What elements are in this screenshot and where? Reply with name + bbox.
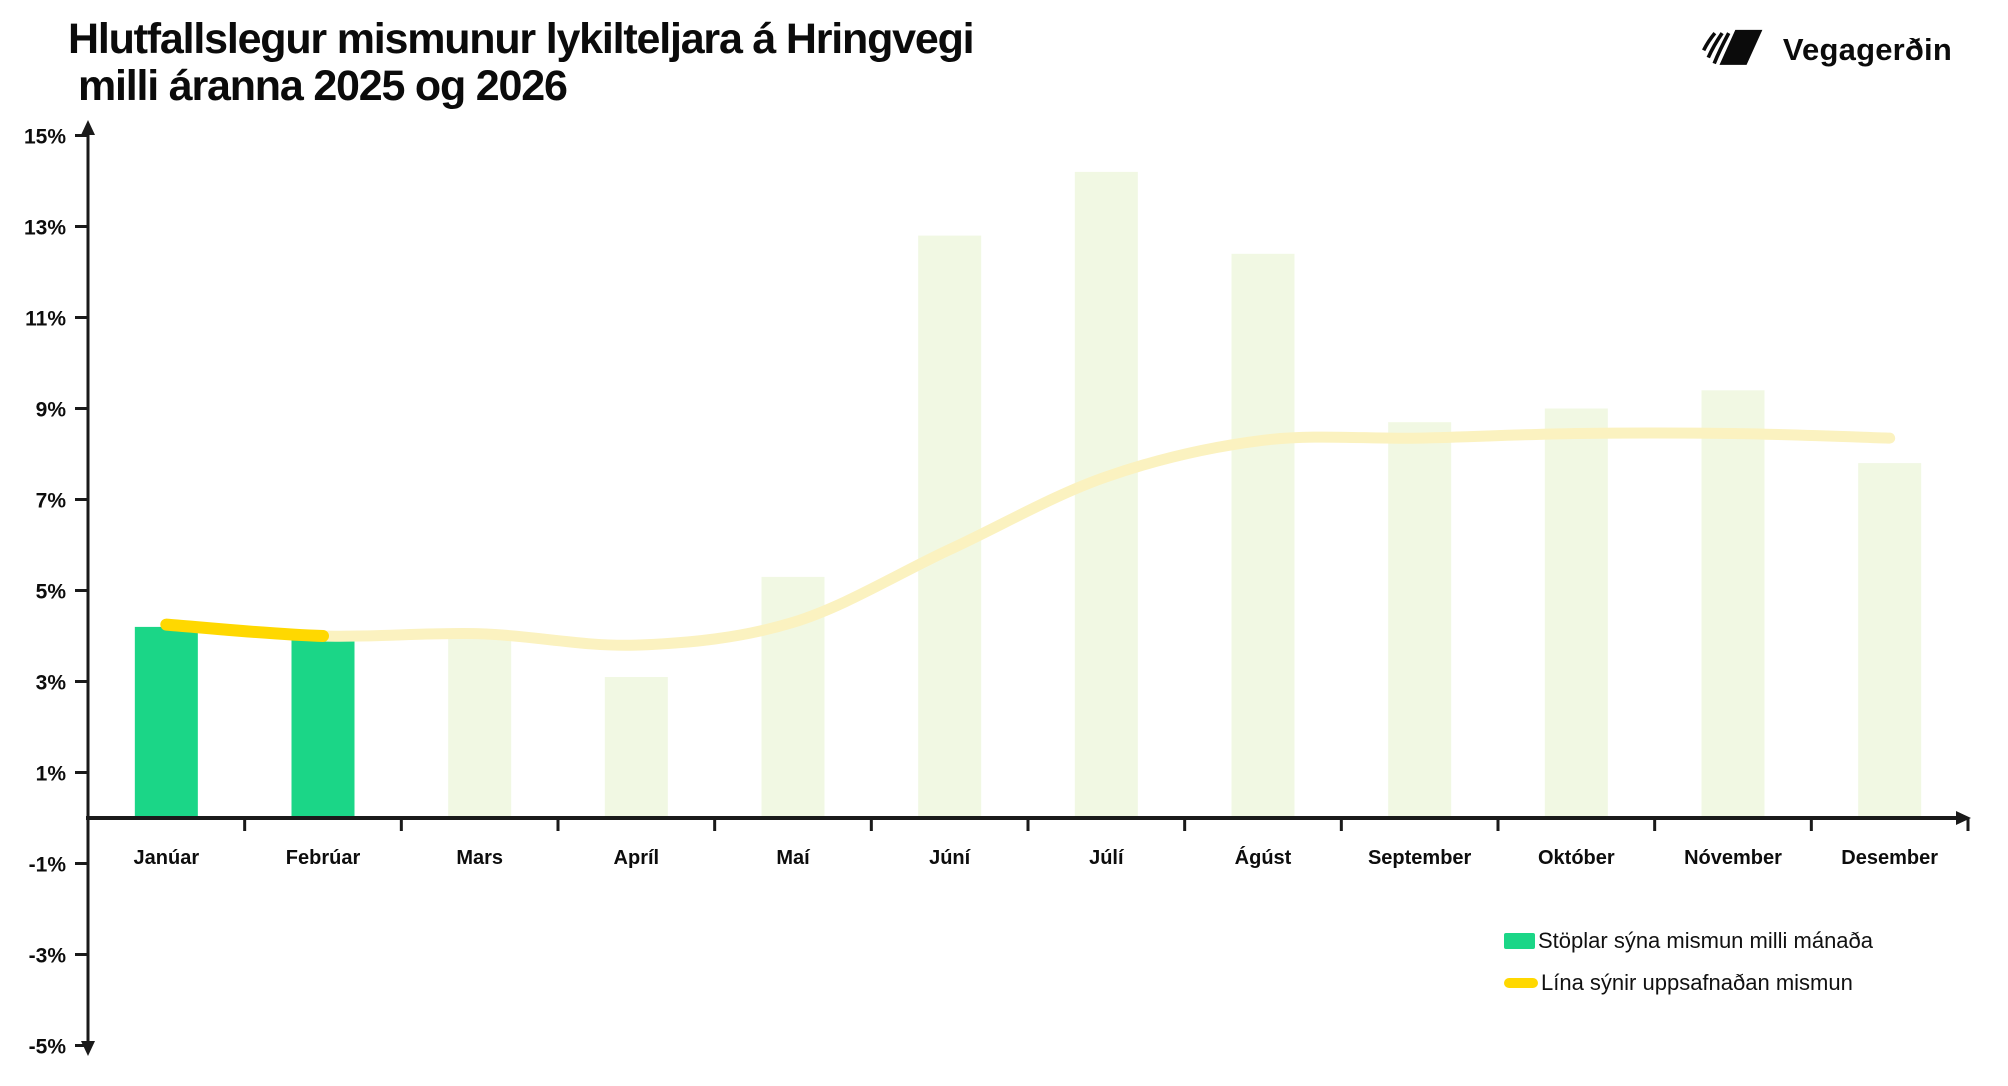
y-tick-label: 15% (24, 126, 66, 149)
x-month-label: Febrúar (286, 847, 361, 869)
bar-Febrúar (291, 640, 355, 818)
bar-Janúar (134, 626, 198, 818)
legend: Stöplar sýna mismun milli mánaða Lína sý… (1504, 928, 1873, 996)
title-line-2: milli áranna 2025 og 2026 (78, 62, 568, 110)
x-month-label: Apríl (614, 847, 660, 869)
y-tick-label: 1% (36, 763, 67, 786)
x-month-label: Júlí (1089, 847, 1125, 869)
y-tick-label: 11% (25, 308, 66, 331)
bar-Ágúst (1231, 253, 1295, 819)
y-tick-label: -5% (29, 1036, 67, 1059)
logo-text: Vegagerðin (1782, 31, 1952, 67)
vegagerdin-logo: Vegagerðin (1701, 20, 1952, 79)
bar-Júní (918, 235, 982, 819)
bar-Mars (448, 636, 512, 818)
x-month-label: Júní (929, 847, 972, 869)
x-month-label: Ágúst (1235, 846, 1292, 869)
x-month-label: Nóvember (1684, 847, 1782, 869)
cumulative-line-projected (317, 427, 1896, 651)
bar-Desember (1858, 463, 1922, 818)
x-month-label: Janúar (134, 847, 200, 869)
x-month-label: Maí (776, 847, 811, 869)
bar-Júlí (1074, 171, 1138, 818)
legend-item-bars: Stöplar sýna mismun milli mánaða (1504, 928, 1873, 954)
bar-September (1388, 422, 1452, 818)
y-tick-label: -1% (29, 854, 67, 877)
y-axis-arrow-up-icon (81, 120, 95, 135)
line-swatch-icon (1504, 978, 1538, 988)
bar-swatch-icon (1504, 933, 1535, 949)
x-axis-arrow-right-icon (1956, 811, 1971, 825)
y-tick-label: -3% (29, 945, 67, 968)
vegagerdin-logo-icon (1701, 20, 1767, 79)
y-tick-label: 5% (36, 581, 67, 604)
x-month-label: Mars (456, 847, 503, 869)
title-line-1: Hlutfallslegur mismunur lykilteljara á H… (68, 15, 975, 63)
cumulative-line-actual (160, 618, 329, 642)
page-title: Hlutfallslegur mismunur lykilteljara á H… (68, 15, 975, 110)
legend-bars-label: Stöplar sýna mismun milli mánaða (1538, 928, 1874, 953)
x-month-label: Desember (1841, 847, 1938, 869)
y-tick-label: 13% (24, 217, 66, 240)
y-axis-arrow-down-icon (81, 1041, 95, 1056)
x-month-label: Október (1538, 847, 1615, 869)
bar-Október (1544, 408, 1608, 818)
bar-Apríl (604, 677, 668, 819)
legend-item-line: Lína sýnir uppsafnaðan mismun (1504, 970, 1873, 996)
legend-line-label: Lína sýnir uppsafnaðan mismun (1541, 970, 1853, 995)
y-tick-label: 3% (36, 672, 67, 695)
x-month-label: September (1368, 847, 1472, 869)
y-tick-label: 7% (36, 490, 67, 513)
y-tick-label: 9% (36, 399, 67, 422)
bar-Nóvember (1701, 390, 1765, 818)
